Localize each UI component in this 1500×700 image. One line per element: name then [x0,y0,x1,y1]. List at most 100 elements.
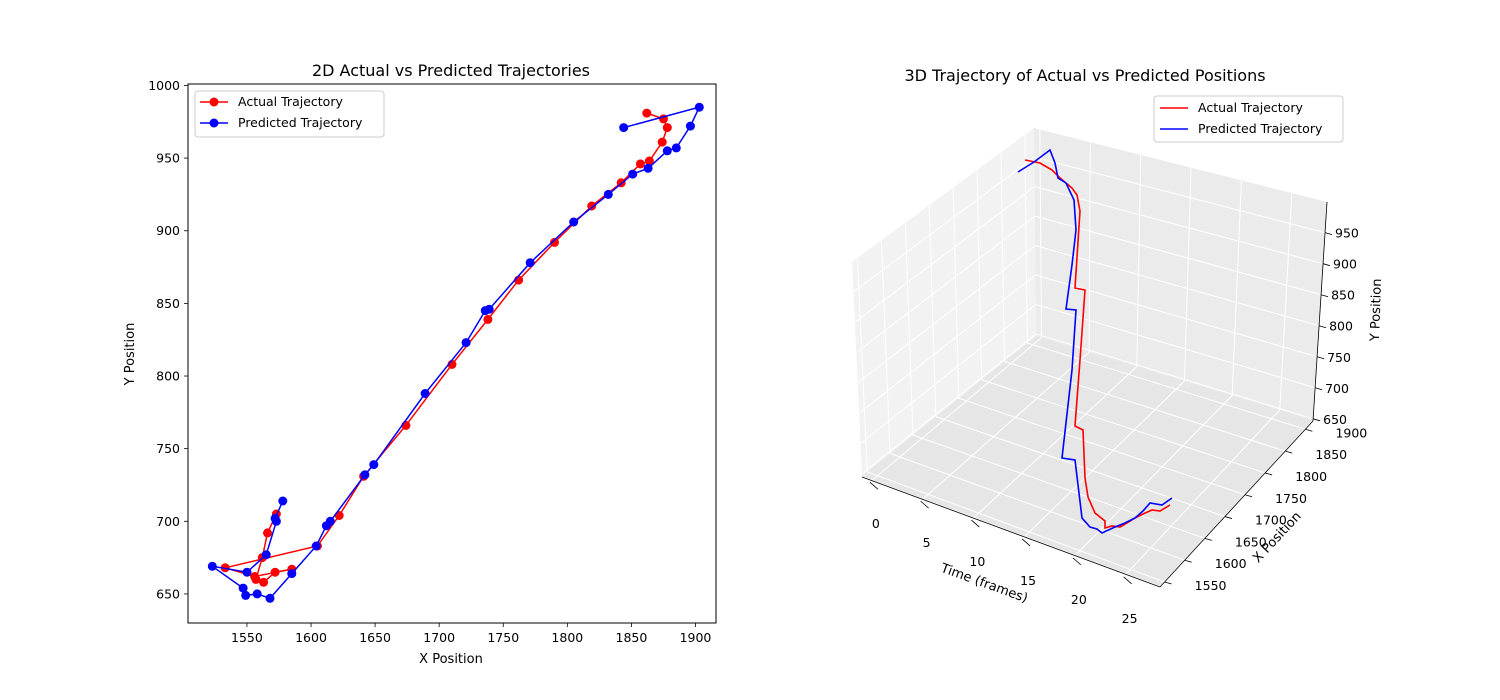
x-position-tick-mark [1285,450,1293,454]
x-position-tick-mark [1265,472,1273,476]
x-tick-label: 1600 [295,630,327,645]
predicted-point [242,567,252,577]
chart-2d-y-label: Y Position [123,323,138,387]
actual-trajectory-line [222,112,669,584]
chart-2d: 2D Actual vs Predicted Trajectories 1550… [123,61,717,667]
chart-3d-y-position-label: Y Position [1368,278,1385,342]
actual-point [635,159,645,169]
y-tick-label: 700 [156,514,180,529]
x-tick-label: 1800 [551,630,583,645]
y-position-grid-line [1034,215,1322,296]
predicted-point [238,583,248,593]
x-position-tick-mark [1244,494,1253,498]
y-position-tick-mark [1313,418,1321,422]
x-position-tick-label: 1650 [1235,534,1267,549]
predicted-point [278,496,288,506]
time-grid-line [1279,193,1293,410]
x-tick-label: 1650 [359,630,391,645]
predicted-point [265,593,275,603]
legend-box [194,90,385,138]
chart-2d-x-label: X Position [419,652,483,667]
predicted-trajectory-3d-line [1017,148,1173,534]
actual-point [263,528,272,538]
x-position-grid-line [952,187,960,399]
x-position-tick-label: 1700 [1255,513,1287,528]
predicted-point [261,550,271,560]
y-position-grid-line [857,245,1036,384]
predicted-point [325,516,335,526]
time-grid-line [971,366,1138,521]
x-position-tick-label: 1800 [1295,469,1327,484]
legend-label-actual: Actual Trajectory [238,94,343,109]
x-position-grid-line [856,257,868,472]
y-position-tick-mark [1322,263,1331,267]
y-position-tick-mark [1316,356,1325,360]
x-position-grid-line [1024,134,1028,344]
x-position-grid-line [958,397,1246,496]
chart-3d-y-axis-line [1312,201,1328,422]
predicted-point [643,163,653,173]
x-tick-label: 1750 [487,630,519,645]
x-position-tick-mark [1204,538,1212,541]
chart-2d-y-ticks: 650 700 750 800 850 900 950 1000 [148,78,188,601]
x-position-tick-mark [1305,428,1313,432]
time-grid-line [1123,409,1281,578]
time-tick-mark [1021,538,1031,547]
y-position-tick-label: 950 [1335,226,1359,241]
time-tick-mark [920,500,929,509]
predicted-point [360,470,370,480]
x-position-grid-line [928,205,937,417]
y-tick-label: 850 [156,296,180,311]
y-position-grid-line [855,215,1036,353]
chart-2d-series [207,102,704,603]
chart-2d-title: 2D Actual vs Predicted Trajectories [312,61,590,80]
x-position-tick-label: 1850 [1315,447,1347,462]
x-position-tick-label: 1900 [1335,425,1367,440]
y-position-grid-line [858,274,1036,414]
chart-3d-ticks: 0 5 10 15 20 25 1550 1600 1650 1700 1750 1800 1850 19… [869,226,1367,626]
y-tick-label: 800 [156,369,180,384]
actual-point [662,123,672,133]
y-position-grid-line [1035,333,1314,420]
chart-2d-plot-area [187,83,717,624]
y-tick-label: 900 [156,223,180,238]
y-position-tick-mark [1320,294,1329,298]
predicted-point [241,590,251,600]
time-tick-label: 10 [969,554,985,569]
predicted-point [603,189,613,199]
x-tick-label: 1850 [616,630,648,645]
actual-point [642,108,652,118]
chart-3d-series [1017,148,1173,534]
time-grid-line [1136,154,1142,367]
y-tick-label: 950 [156,151,180,166]
actual-point [483,314,493,324]
actual-point [657,137,667,147]
predicted-point [461,338,471,348]
x-position-grid-line [1000,152,1005,362]
actual-point [587,201,597,211]
y-position-tick-mark [1315,387,1323,391]
predicted-point [287,569,297,579]
predicted-point [525,258,535,268]
time-grid-line [1088,142,1091,353]
x-position-tick-label: 1750 [1275,491,1307,506]
x-position-grid-line [1004,360,1286,452]
chart-3d-grid [853,129,1326,583]
chart-3d-x-axis-line [1159,420,1314,588]
x-position-tick-label: 1550 [1195,578,1227,593]
chart-3d-back-pane [1034,128,1327,420]
time-tick-label: 25 [1122,611,1138,626]
time-grid-line [1039,129,1043,338]
time-grid-line [1231,180,1242,396]
x-tick-label: 1550 [231,630,263,645]
y-position-grid-line [1034,156,1326,234]
predicted-point [252,589,262,599]
y-position-grid-line [860,304,1037,444]
legend-label-predicted: Predicted Trajectory [238,115,363,130]
x-position-grid-line [976,169,983,380]
x-position-grid-line [935,416,1226,518]
legend-label-actual: Actual Trajectory [1198,100,1303,115]
legend-label-predicted: Predicted Trajectory [1198,121,1323,136]
actual-point [644,156,654,166]
